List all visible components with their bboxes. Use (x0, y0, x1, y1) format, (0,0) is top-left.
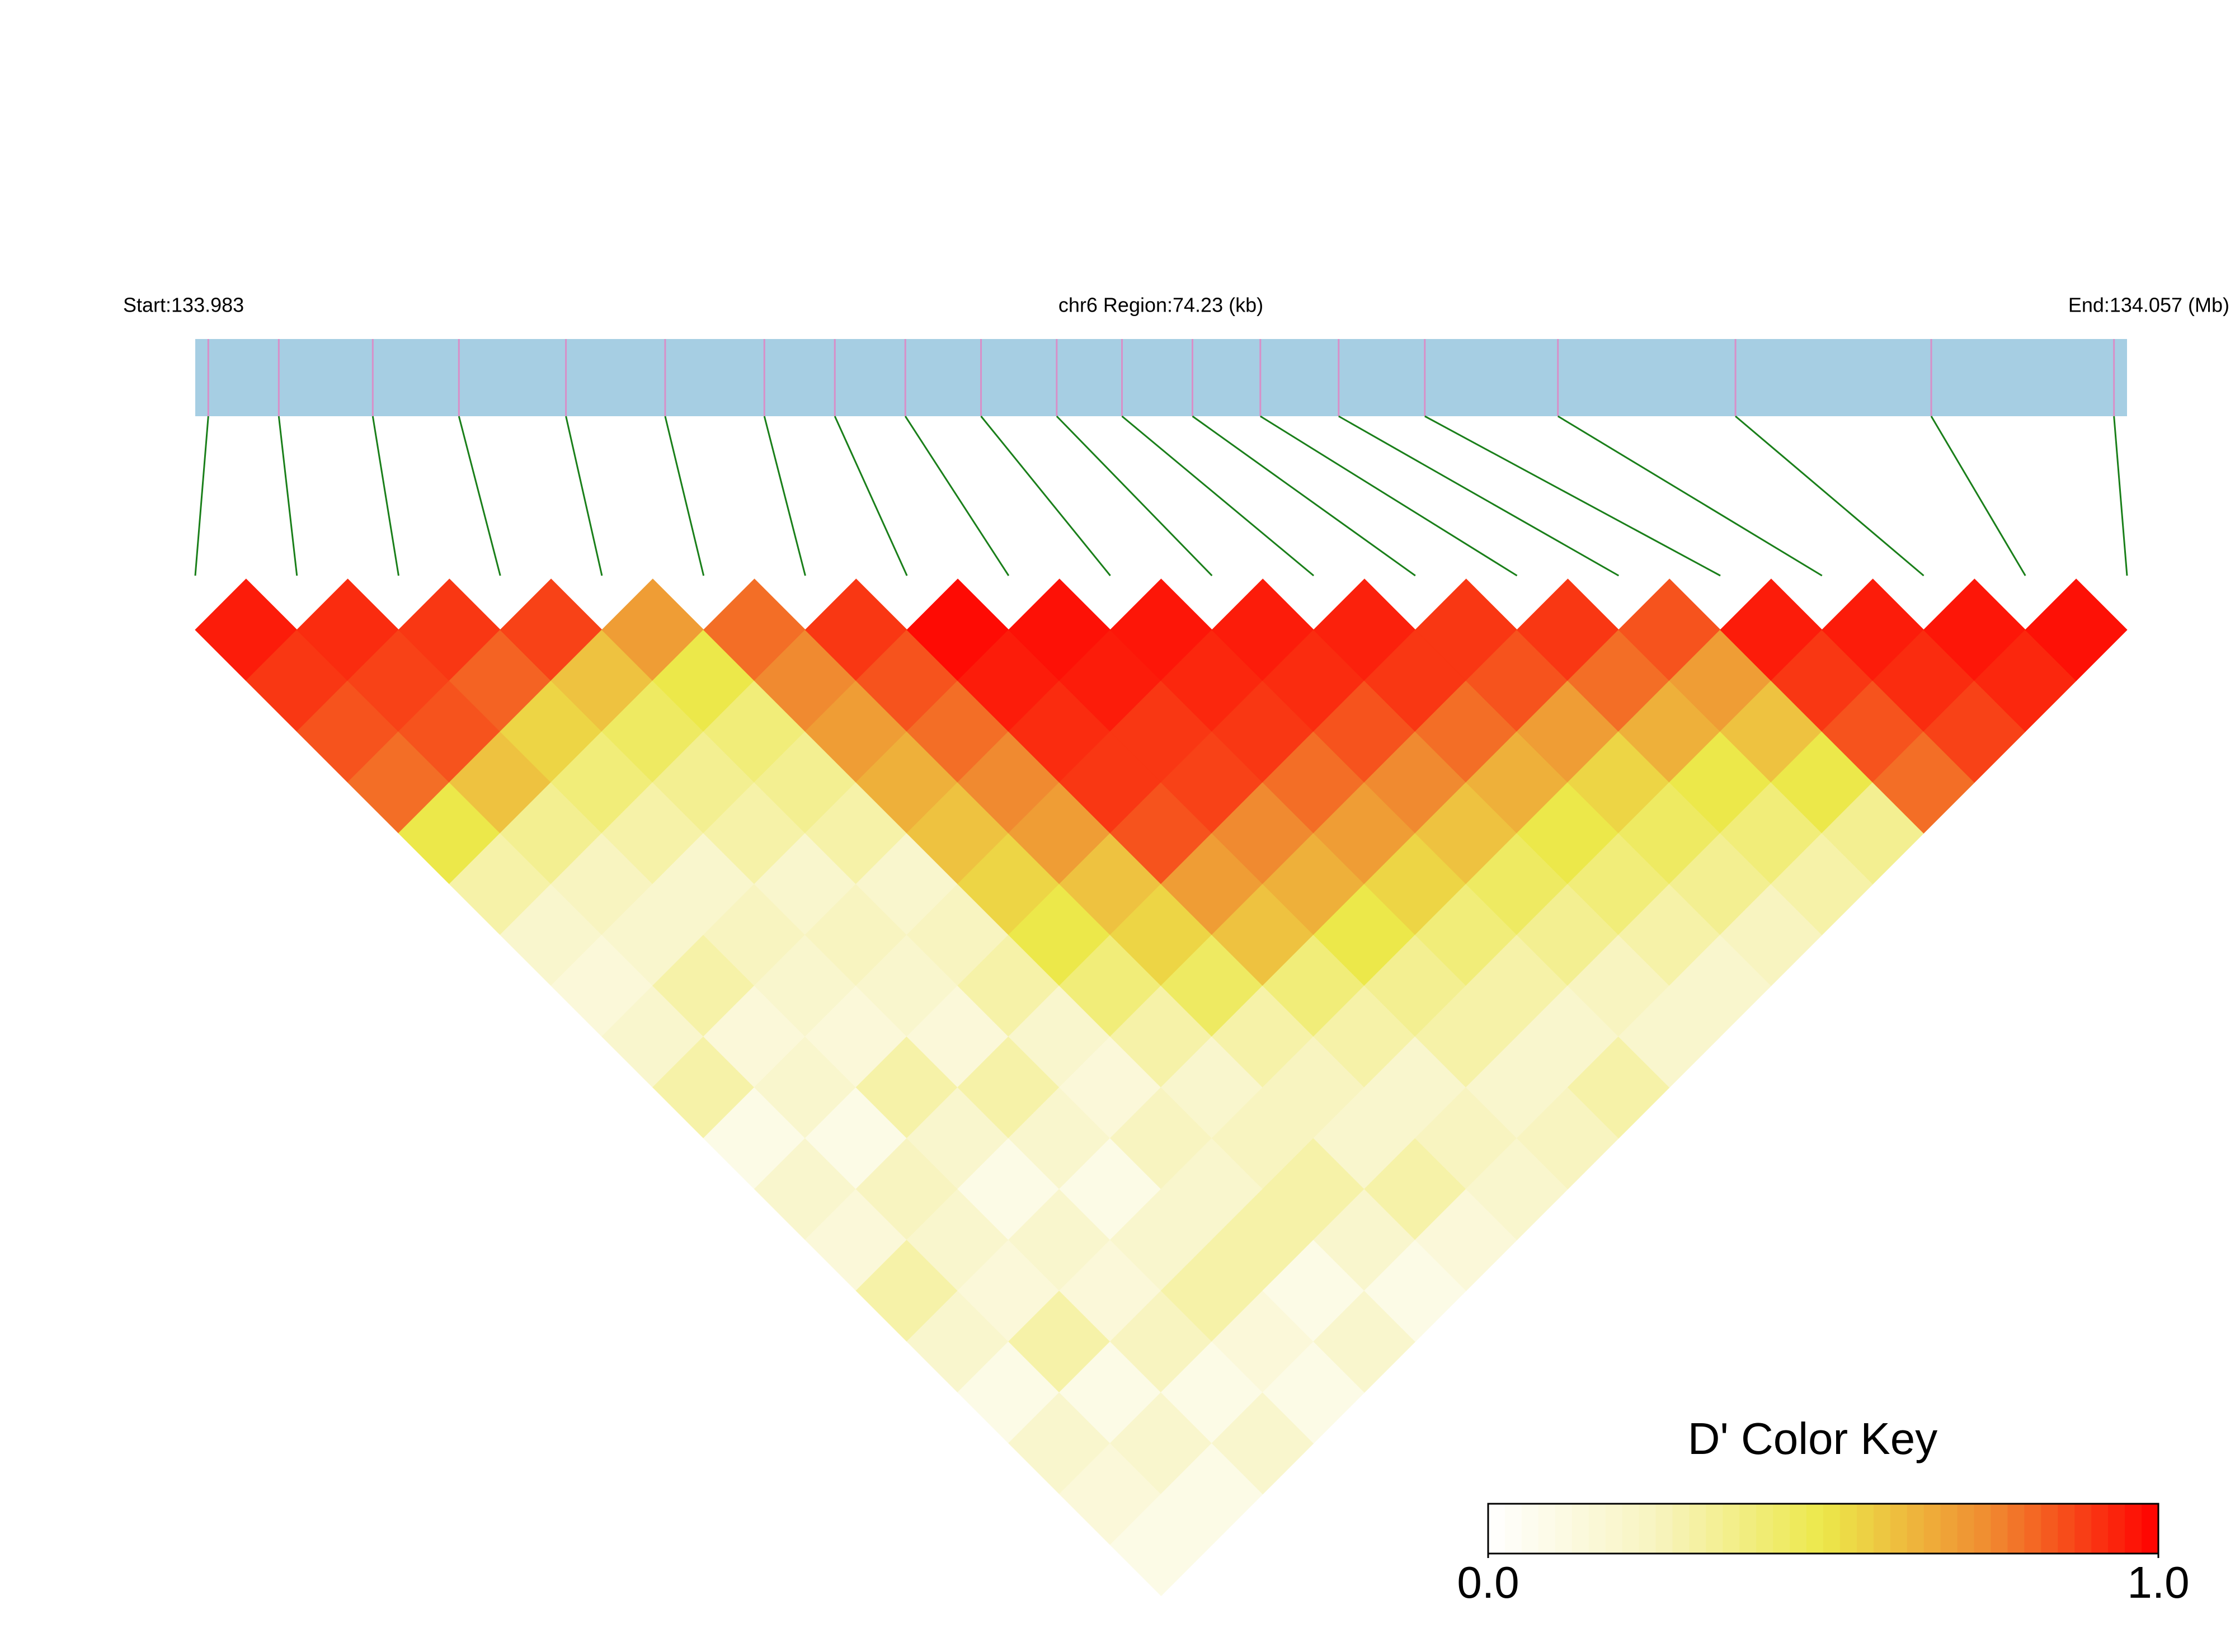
colorbar-swatch (1571, 1504, 1589, 1554)
colorbar-swatch (1689, 1504, 1706, 1554)
colorbar-swatch (2074, 1504, 2092, 1554)
snp-connector (1424, 415, 1721, 577)
snp-connector (371, 416, 399, 576)
snp-connector (1260, 415, 1518, 577)
colorbar-swatch (1739, 1504, 1757, 1554)
snp-connector (1056, 415, 1213, 577)
snp-connector (664, 416, 705, 576)
colorbar-swatch (1706, 1504, 1723, 1554)
colorbar-swatch (1672, 1504, 1690, 1554)
colorbar-swatch (2091, 1504, 2109, 1554)
snp-connector (458, 416, 501, 576)
colorbar-swatch (1873, 1504, 1891, 1554)
snp-connector (904, 416, 1010, 576)
colorbar-swatch (1773, 1504, 1790, 1554)
snp-connector (1121, 415, 1315, 577)
colorbar-swatch (1806, 1504, 1824, 1554)
colorbar-swatch (1839, 1504, 1857, 1554)
colorbar-swatch (1940, 1504, 1958, 1554)
region-label: chr6 Region:74.23 (kb) (1058, 294, 1263, 317)
colorbar-swatch (1974, 1504, 1991, 1554)
colorbar-swatch (2125, 1504, 2142, 1554)
end-label: End:134.057 (Mb) (2068, 294, 2229, 317)
colorbar-swatch (1823, 1504, 1841, 1554)
snp-connector (1192, 415, 1416, 577)
colorbar-swatch (2024, 1504, 2041, 1554)
colorbar-swatch (1605, 1504, 1623, 1554)
colorbar-swatch (1723, 1504, 1740, 1554)
colorbar-swatch (1538, 1504, 1556, 1554)
snp-connector (194, 416, 209, 576)
snp-connector (763, 416, 806, 576)
snp-connector (1557, 415, 1823, 577)
colorbar-swatch (1890, 1504, 1908, 1554)
snp-connector (2113, 416, 2128, 576)
colorbar-swatch (1588, 1504, 1606, 1554)
start-label: Start:133.983 (123, 294, 244, 317)
colorbar-swatch (1957, 1504, 1975, 1554)
snp-connector (277, 416, 298, 576)
colorbar-swatch (1790, 1504, 1807, 1554)
snp-connector (1338, 415, 1620, 577)
ld-cell (2025, 578, 2128, 681)
gene-track (195, 339, 2127, 416)
colorbar-swatch (1521, 1504, 1539, 1554)
colorbar-swatch (1639, 1504, 1656, 1554)
colorbar-swatch (1488, 1504, 1505, 1554)
colorbar-tick-label: 0.0 (1457, 1557, 1519, 1607)
snp-connector (980, 416, 1111, 576)
snp-connector (1930, 416, 2026, 576)
colorbar-swatch (1655, 1504, 1673, 1554)
colorbar-tick-label: 1.0 (2127, 1557, 2189, 1607)
colorbar-title: D' Color Key (1688, 1414, 1938, 1463)
colorbar-frame (1487, 1503, 2159, 1555)
colorbar-swatch (1923, 1504, 1941, 1554)
snp-connector (1735, 415, 1925, 577)
colorbar-swatch (1622, 1504, 1640, 1554)
colorbar-swatch (2041, 1504, 2058, 1554)
colorbar-swatch (1504, 1504, 1522, 1554)
colorbar-swatch (1907, 1504, 1925, 1554)
colorbar-swatch (1756, 1504, 1773, 1554)
colorbar-swatch (1991, 1504, 2008, 1554)
colorbar-swatch (2058, 1504, 2075, 1554)
colorbar-swatch (1555, 1504, 1573, 1554)
colorbar-swatch (2142, 1504, 2159, 1554)
colorbar-swatch (2007, 1504, 2025, 1554)
colorbar-swatch (2108, 1504, 2125, 1554)
snp-connector (565, 416, 603, 576)
snp-connector (834, 416, 908, 576)
colorbar-swatch (1856, 1504, 1874, 1554)
